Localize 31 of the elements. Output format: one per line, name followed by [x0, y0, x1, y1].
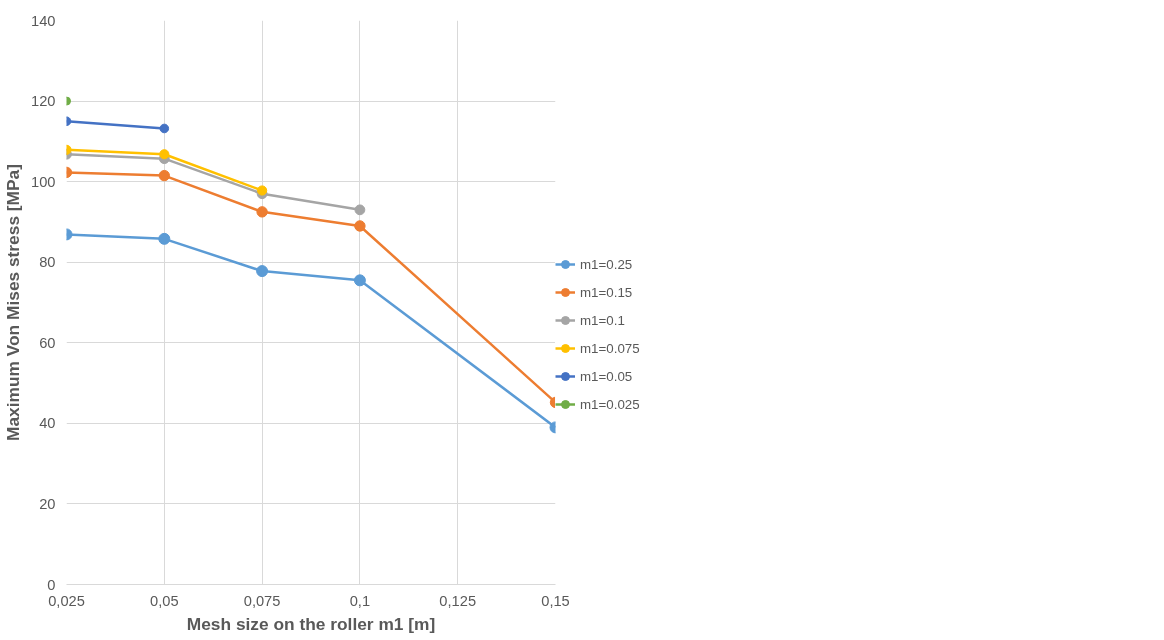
y-tick-label: 0	[47, 576, 56, 593]
x-tick-label: 0,075	[243, 592, 281, 609]
point	[257, 185, 268, 196]
y-tick-label: 40	[39, 415, 56, 432]
y-tick-label: 100	[31, 173, 56, 190]
x-tick-label: 0,15	[541, 592, 570, 609]
y-tick-label: 120	[31, 93, 56, 110]
x-tick-label: 0,025	[48, 592, 85, 609]
legend-label: m1=0.1	[580, 312, 626, 328]
y-tick-label: 60	[39, 334, 56, 351]
x-tick-label: 0,125	[439, 592, 477, 609]
x-tick-label: 0,1	[349, 592, 371, 609]
point	[158, 232, 171, 245]
x-tick-label: 0,05	[150, 592, 179, 609]
y-tick-label: 20	[39, 495, 56, 512]
point	[354, 204, 366, 216]
point	[354, 220, 366, 232]
y-axis-title: Maximum Von Mises stress [MPa]	[3, 163, 24, 442]
point	[158, 169, 170, 182]
legend-label: m1=0.025	[580, 396, 641, 412]
x-axis-title: Mesh size on the roller m1 [m]	[186, 613, 436, 634]
y-tick-label: 80	[39, 254, 56, 271]
point	[256, 206, 268, 218]
legend-label: m1=0.15	[580, 284, 634, 300]
legend-label: m1=0.075	[580, 340, 641, 356]
legend-label: m1=0.05	[580, 368, 634, 384]
point	[256, 265, 269, 278]
legend-label: m1=0.25	[580, 256, 634, 272]
point	[353, 274, 366, 287]
y-tick-label: 140	[31, 12, 56, 29]
point	[159, 149, 170, 160]
